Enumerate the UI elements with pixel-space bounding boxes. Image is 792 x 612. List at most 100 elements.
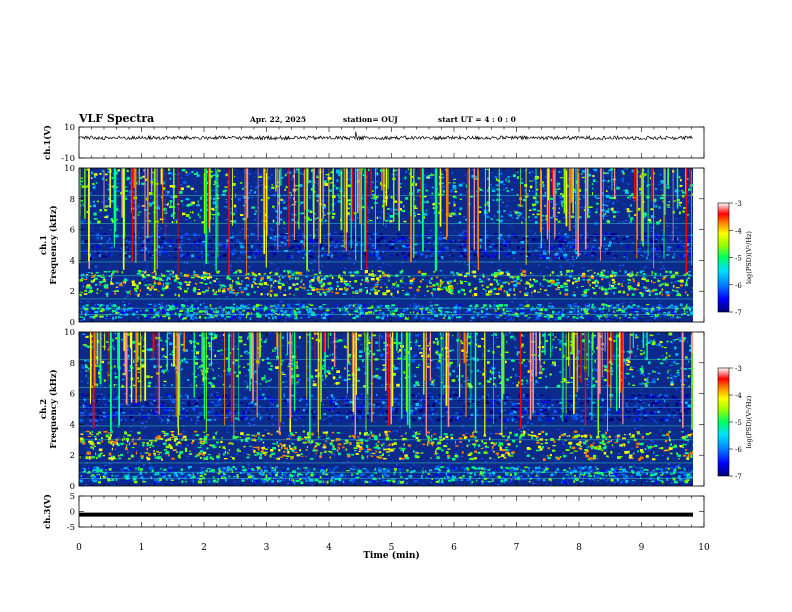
band-pixel: [485, 308, 488, 311]
noise-pixel: [690, 304, 693, 306]
noise-pixel: [94, 266, 97, 268]
band-pixel: [438, 308, 441, 310]
band-pixel: [437, 193, 440, 195]
band-pixel: [546, 279, 549, 282]
band-pixel: [130, 248, 132, 250]
band-pixel: [106, 314, 108, 317]
noise-pixel: [114, 238, 117, 241]
band-pixel: [245, 284, 250, 287]
band-pixel: [254, 278, 257, 280]
band-pixel: [230, 317, 233, 320]
band-pixel: [608, 309, 610, 312]
band-pixel: [583, 291, 587, 294]
band-pixel: [132, 283, 136, 286]
band-pixel: [196, 171, 198, 174]
noise-pixel: [613, 253, 616, 255]
noise-pixel: [323, 247, 326, 249]
band-pixel: [105, 292, 109, 295]
band-pixel: [653, 256, 657, 260]
band-pixel: [637, 207, 641, 211]
noise-pixel: [556, 252, 559, 254]
band-pixel: [377, 270, 380, 272]
band-pixel: [94, 283, 98, 286]
band-pixel: [376, 253, 380, 255]
band-pixel: [556, 279, 559, 281]
band-pixel: [581, 285, 584, 287]
band-pixel: [603, 314, 606, 317]
band-pixel: [238, 283, 243, 285]
band-pixel: [184, 233, 188, 237]
band-pixel: [233, 248, 236, 252]
band-pixel: [585, 291, 587, 294]
band-pixel: [217, 212, 220, 216]
band-pixel: [367, 221, 369, 223]
band-pixel: [93, 212, 97, 216]
band-pixel: [654, 188, 658, 190]
band-pixel: [371, 190, 374, 192]
noise-pixel: [163, 317, 166, 319]
noise-pixel: [417, 182, 420, 184]
band-pixel: [437, 250, 441, 253]
band-pixel: [630, 204, 632, 207]
band-pixel: [348, 247, 351, 249]
band-pixel: [184, 233, 189, 235]
band-pixel: [251, 285, 254, 289]
band-pixel: [274, 303, 276, 305]
band-pixel: [311, 257, 315, 259]
band-pixel: [121, 271, 124, 274]
band-pixel: [103, 284, 105, 287]
band-pixel: [179, 246, 182, 249]
band-pixel: [146, 293, 149, 296]
noise-pixel: [643, 218, 646, 220]
band-pixel: [165, 285, 169, 288]
band-pixel: [628, 214, 630, 218]
noise-pixel: [441, 234, 444, 236]
noise-pixel: [687, 184, 690, 186]
band-pixel: [91, 272, 93, 275]
band-pixel: [657, 312, 661, 315]
noise-pixel: [101, 209, 104, 211]
band-pixel: [624, 307, 627, 310]
band-pixel: [528, 317, 531, 319]
noise-pixel: [375, 169, 378, 171]
band-pixel: [188, 281, 191, 284]
noise-pixel: [106, 189, 109, 191]
noise-pixel: [674, 282, 677, 284]
band-pixel: [128, 191, 133, 193]
band-pixel: [319, 307, 323, 311]
band-pixel: [574, 280, 579, 282]
noise-pixel: [655, 277, 658, 279]
band-pixel: [622, 314, 625, 317]
noise-pixel: [347, 172, 350, 174]
noise-pixel: [515, 177, 518, 179]
band-pixel: [205, 308, 207, 310]
band-pixel: [311, 255, 313, 258]
noise-pixel: [650, 227, 653, 229]
band-pixel: [245, 200, 247, 203]
noise-pixel: [634, 314, 637, 317]
band-pixel: [417, 189, 422, 192]
band-pixel: [450, 292, 454, 295]
band-pixel: [531, 284, 534, 287]
noise-pixel: [222, 293, 224, 295]
band-pixel: [386, 244, 388, 246]
band-pixel: [506, 273, 511, 276]
band-pixel: [355, 290, 358, 293]
band-pixel: [622, 290, 626, 294]
band-pixel: [605, 210, 610, 213]
band-pixel: [345, 308, 348, 310]
band-pixel: [218, 243, 222, 246]
band-pixel: [502, 308, 505, 312]
noise-pixel: [540, 272, 543, 274]
band-pixel: [314, 307, 316, 310]
noise-pixel: [401, 286, 404, 288]
band-pixel: [286, 306, 290, 309]
band-pixel: [496, 210, 500, 212]
band-pixel: [529, 309, 532, 312]
noise-pixel: [168, 234, 171, 236]
band-pixel: [401, 277, 404, 279]
noise-pixel: [478, 267, 480, 269]
band-pixel: [551, 280, 555, 284]
noise-pixel: [545, 292, 548, 294]
noise-pixel: [491, 261, 494, 264]
